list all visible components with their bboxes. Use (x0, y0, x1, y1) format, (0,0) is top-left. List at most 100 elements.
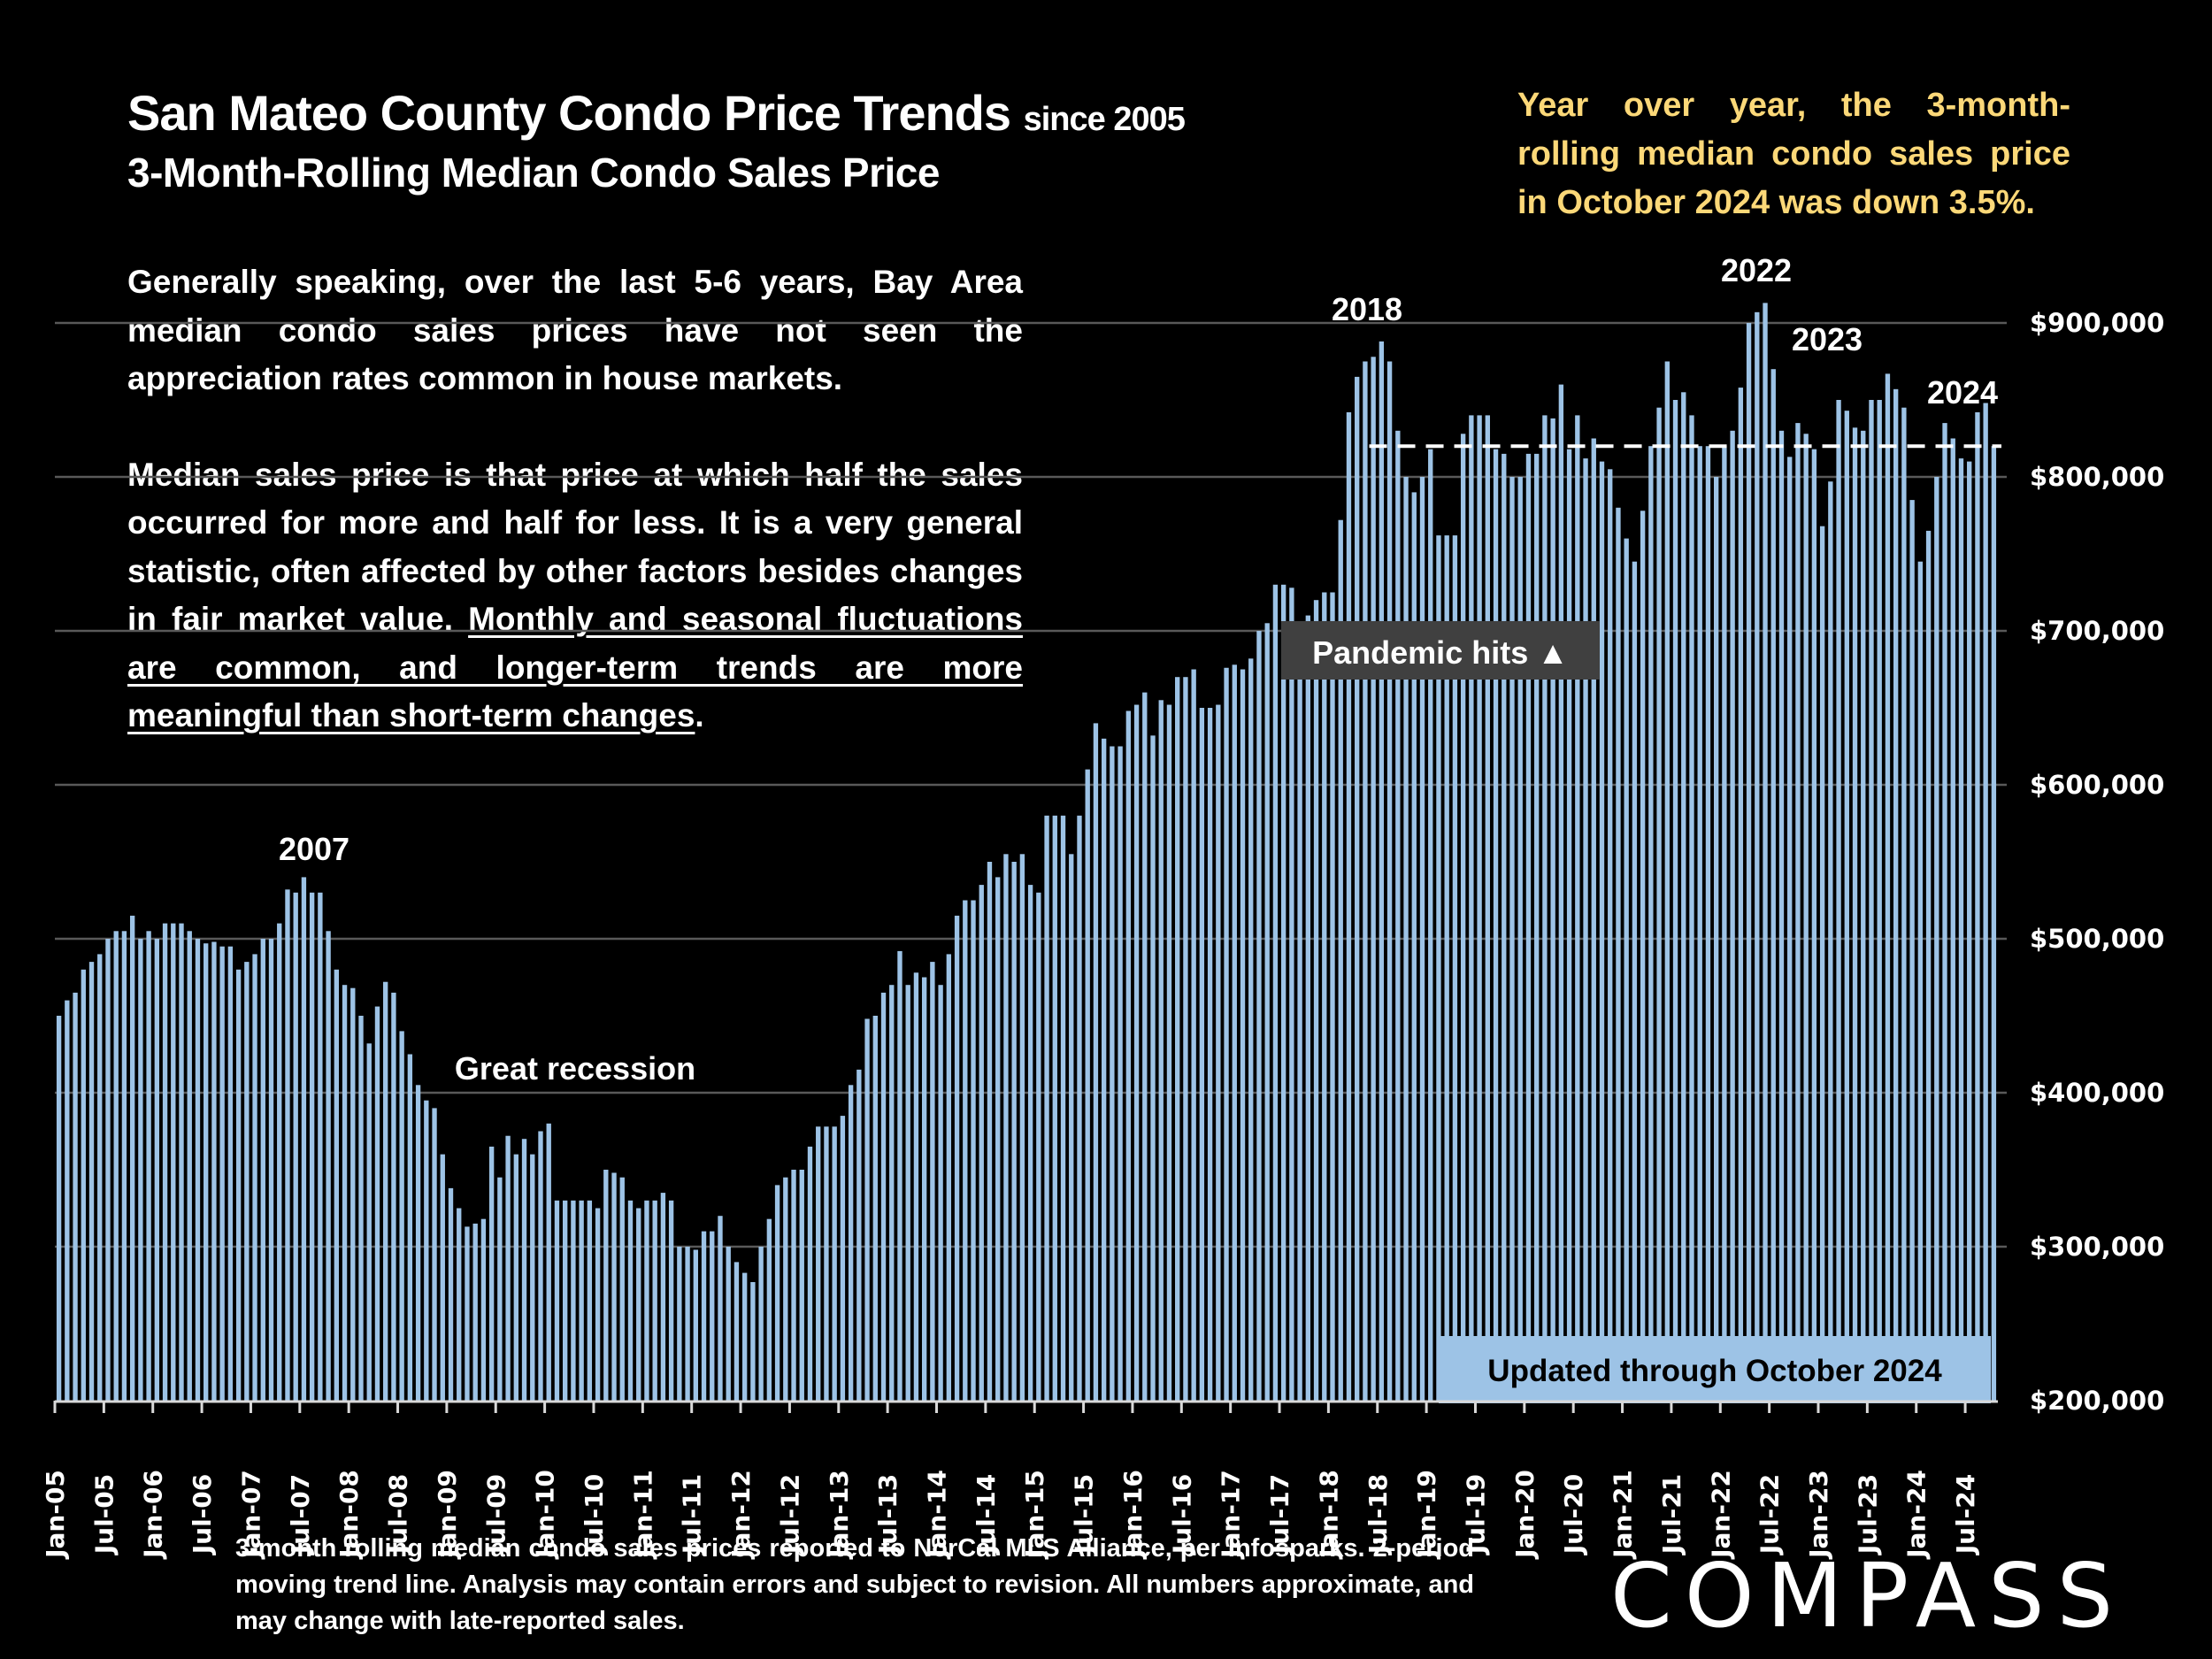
bar (1452, 535, 1458, 1401)
bar (1436, 535, 1441, 1401)
x-tick-label: Jul-17 (1265, 1474, 1294, 1556)
x-tick-label: Jul-19 (1461, 1474, 1490, 1556)
bar (963, 900, 968, 1401)
bar (595, 1208, 601, 1401)
bar (554, 1200, 560, 1401)
bar (1958, 458, 1964, 1401)
yoy-callout: Year over year, the 3-month-rolling medi… (1517, 87, 2070, 221)
bar (1795, 423, 1801, 1402)
bar (1689, 415, 1694, 1401)
bar (1828, 481, 1833, 1401)
annotation-label: 2023 (1792, 321, 1863, 357)
bar (1558, 384, 1564, 1402)
updated-through-box (1439, 1336, 1991, 1403)
bar (897, 950, 902, 1401)
bar (946, 954, 952, 1401)
bar (56, 1016, 62, 1401)
bar (1207, 708, 1213, 1401)
bar (1877, 400, 1882, 1401)
bar (1166, 704, 1172, 1401)
x-tick-label: Jan-22 (1706, 1470, 1735, 1560)
bar (864, 1018, 870, 1401)
bar (1901, 407, 1907, 1402)
bar (244, 962, 250, 1401)
bar (162, 923, 168, 1401)
x-tick-label: Jan-14 (923, 1470, 952, 1560)
bar (1052, 815, 1057, 1401)
bar (1811, 449, 1817, 1402)
x-tick-label: Jul-23 (1853, 1474, 1882, 1556)
bar (432, 1108, 437, 1401)
bar (1509, 477, 1515, 1401)
bar (938, 985, 943, 1401)
bar (824, 1126, 829, 1401)
bar (1338, 519, 1343, 1401)
bar (1158, 700, 1164, 1401)
bar (488, 1146, 495, 1401)
bar (1664, 361, 1670, 1401)
chart-title-suffix: since 2005 (1023, 101, 1186, 138)
bar (1869, 400, 1874, 1401)
y-tick-label: $400,000 (2030, 1078, 2164, 1108)
compass-logo: COMPASS (1610, 1544, 2126, 1647)
x-tick-label: Jan-06 (139, 1470, 168, 1560)
bar (1925, 530, 1932, 1401)
bar (1493, 449, 1499, 1402)
chart-subtitle: 3-Month-Rolling Median Condo Sales Price (127, 150, 940, 196)
x-tick-label: Jul-13 (873, 1474, 902, 1556)
y-tick-label: $600,000 (2030, 770, 2164, 800)
bar (685, 1247, 690, 1401)
bar (227, 946, 234, 1401)
x-tick-label: Jul-06 (188, 1474, 217, 1556)
bar (1322, 592, 1327, 1401)
bar (1363, 361, 1368, 1401)
bar (1517, 477, 1523, 1401)
paragraph-median-end: . (695, 697, 704, 733)
bar (1216, 704, 1221, 1401)
bar (1280, 584, 1286, 1401)
bar (235, 969, 242, 1401)
bar (1019, 854, 1025, 1401)
x-tick-label: Jan-16 (1118, 1470, 1148, 1560)
x-tick-label: Jul-18 (1363, 1474, 1393, 1556)
x-tick-label: Jul-08 (384, 1474, 413, 1556)
bar (121, 931, 127, 1401)
bar (195, 939, 201, 1401)
x-tick-label: Jan-13 (825, 1470, 854, 1560)
bar (1027, 885, 1033, 1401)
x-tick-label: Jul-24 (1951, 1474, 1980, 1556)
bar (1608, 469, 1613, 1401)
bar (1909, 500, 1915, 1401)
bar (424, 1100, 429, 1401)
y-tick-label: $300,000 (2030, 1232, 2164, 1262)
bar (399, 1031, 404, 1401)
bar (1077, 815, 1082, 1401)
bar (1942, 423, 1947, 1402)
bar (872, 1016, 878, 1401)
bar (1803, 434, 1809, 1401)
bar (636, 1208, 641, 1401)
bar (326, 931, 331, 1401)
bar (954, 915, 960, 1401)
bar (1705, 446, 1711, 1402)
bar (1502, 453, 1507, 1401)
bar (1485, 415, 1490, 1401)
bar (129, 915, 135, 1401)
y-tick-label: $500,000 (2030, 924, 2164, 954)
x-tick-label: Jan-07 (236, 1470, 265, 1560)
bar (457, 1208, 462, 1401)
bar (1118, 746, 1123, 1401)
bar (1624, 538, 1629, 1401)
bar (268, 939, 274, 1401)
bar (1469, 415, 1474, 1401)
bar (1591, 438, 1596, 1401)
bar (1060, 815, 1066, 1401)
bar (587, 1200, 593, 1401)
bar (1616, 507, 1621, 1401)
annotation-label: 2022 (1721, 252, 1792, 288)
bar (1755, 311, 1760, 1401)
annotation-label: 2018 (1332, 291, 1402, 327)
bar (930, 962, 935, 1401)
x-tick-label: Jan-18 (1314, 1470, 1343, 1560)
